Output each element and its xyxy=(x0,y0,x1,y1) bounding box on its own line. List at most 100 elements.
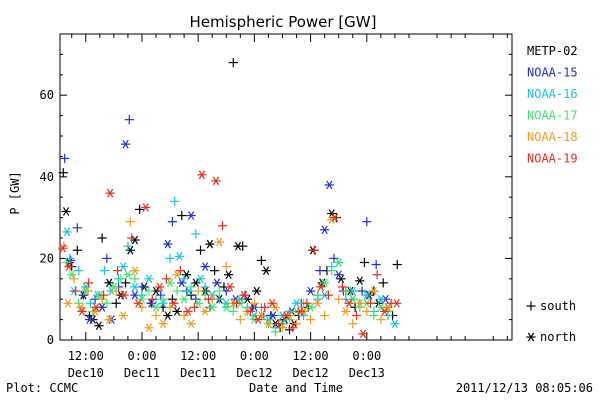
data-point-noaa-17 xyxy=(61,257,71,268)
data-point-noaa-19 xyxy=(225,282,235,292)
data-point-noaa-19 xyxy=(365,298,376,308)
y-axis-label: P [GW] xyxy=(8,171,22,214)
data-point-noaa-19 xyxy=(189,302,200,312)
timestamp: 2011/12/13 08:05:06 xyxy=(456,381,593,395)
data-point-noaa-18 xyxy=(151,310,161,321)
data-point-noaa-19 xyxy=(372,270,382,280)
data-point-metp-02 xyxy=(191,278,201,288)
data-point-metp-02 xyxy=(392,259,402,270)
data-point-metp-02 xyxy=(284,325,295,335)
data-point-noaa-18 xyxy=(221,261,231,272)
data-point-noaa-17 xyxy=(214,286,224,296)
x-tick-date: Dec10 xyxy=(68,366,104,380)
data-point-noaa-19 xyxy=(231,298,242,308)
data-point-noaa-15 xyxy=(124,115,134,125)
data-point-noaa-18 xyxy=(305,315,316,325)
data-point-metp-02 xyxy=(209,266,220,276)
data-points xyxy=(58,57,402,339)
data-point-noaa-17 xyxy=(305,303,316,312)
data-point-noaa-19 xyxy=(161,274,171,284)
data-point-noaa-17 xyxy=(207,303,217,312)
data-point-noaa-15 xyxy=(329,253,339,263)
data-point-noaa-19 xyxy=(147,294,157,304)
data-point-metp-02 xyxy=(111,298,121,308)
data-point-noaa-19 xyxy=(203,294,214,304)
x-tick-time: 0:00 xyxy=(128,349,157,363)
data-point-noaa-17 xyxy=(137,294,147,304)
data-point-noaa-15 xyxy=(362,217,372,227)
legend-marker-north xyxy=(526,332,536,342)
data-point-noaa-16 xyxy=(85,298,96,308)
data-point-noaa-16 xyxy=(165,253,175,263)
data-point-noaa-16 xyxy=(195,274,206,284)
data-point-noaa-18 xyxy=(186,319,196,329)
data-point-noaa-19 xyxy=(267,298,277,308)
data-point-noaa-18 xyxy=(83,286,93,296)
data-point-noaa-19 xyxy=(309,245,319,255)
data-point-noaa-15 xyxy=(163,239,173,249)
data-point-noaa-16 xyxy=(65,253,75,263)
legend-marker-label-north: north xyxy=(540,330,576,344)
data-point-noaa-18 xyxy=(69,274,79,284)
data-point-noaa-18 xyxy=(179,310,189,321)
data-point-noaa-19 xyxy=(98,290,109,300)
data-point-noaa-19 xyxy=(344,298,354,308)
data-point-noaa-17 xyxy=(123,270,133,280)
data-point-noaa-17 xyxy=(221,303,231,312)
data-point-noaa-16 xyxy=(144,274,154,284)
data-point-metp-02 xyxy=(256,255,267,266)
legend-noaa-18: NOAA-18 xyxy=(527,130,578,144)
legend-marker-south xyxy=(526,301,536,311)
data-point-metp-02 xyxy=(58,168,68,178)
data-point-noaa-18 xyxy=(193,286,203,296)
data-point-noaa-19 xyxy=(127,233,137,243)
data-point-metp-02 xyxy=(195,245,206,255)
data-point-noaa-19 xyxy=(183,307,193,316)
x-tick-time: 12:00 xyxy=(180,349,216,363)
data-point-metp-02 xyxy=(205,239,215,249)
data-point-noaa-17 xyxy=(228,306,238,317)
legend-noaa-17: NOAA-17 xyxy=(527,109,578,123)
data-point-noaa-19 xyxy=(119,290,129,300)
data-point-noaa-18 xyxy=(341,307,351,316)
data-point-metp-02 xyxy=(135,204,145,215)
data-point-noaa-17 xyxy=(130,274,140,284)
data-point-noaa-18 xyxy=(118,311,128,320)
data-point-noaa-17 xyxy=(284,315,295,325)
data-point-noaa-18 xyxy=(214,237,224,247)
data-point-metp-02 xyxy=(355,276,365,286)
data-point-noaa-17 xyxy=(151,303,161,312)
data-point-noaa-19 xyxy=(155,282,165,292)
data-point-noaa-16 xyxy=(137,290,147,300)
data-point-metp-02 xyxy=(224,270,234,280)
data-point-noaa-19 xyxy=(197,170,207,180)
data-point-noaa-15 xyxy=(371,259,381,270)
data-point-noaa-18 xyxy=(334,294,344,304)
data-point-metp-02 xyxy=(61,207,71,216)
data-point-noaa-18 xyxy=(249,298,259,308)
data-point-noaa-16 xyxy=(62,227,72,237)
data-point-noaa-18 xyxy=(313,298,323,308)
data-point-noaa-18 xyxy=(369,286,379,296)
data-point-noaa-18 xyxy=(165,302,175,312)
data-point-noaa-19 xyxy=(83,278,94,288)
data-point-noaa-15 xyxy=(200,262,210,271)
data-point-noaa-19 xyxy=(379,307,390,316)
data-point-noaa-19 xyxy=(323,290,333,300)
y-tick-label: 20 xyxy=(40,251,54,265)
data-point-noaa-19 xyxy=(77,307,87,316)
data-point-noaa-19 xyxy=(281,311,291,320)
data-point-noaa-17 xyxy=(334,258,344,267)
data-point-noaa-19 xyxy=(91,303,101,312)
x-tick-time: 0:00 xyxy=(352,349,381,363)
y-tick-label: 40 xyxy=(40,170,54,184)
data-point-noaa-15 xyxy=(212,278,222,288)
data-point-noaa-17 xyxy=(158,294,168,304)
data-point-noaa-19 xyxy=(288,323,298,333)
data-point-noaa-16 xyxy=(74,266,84,276)
data-point-noaa-16 xyxy=(174,252,185,261)
data-point-metp-02 xyxy=(84,310,95,321)
data-point-noaa-17 xyxy=(313,290,323,300)
data-point-noaa-19 xyxy=(246,306,256,317)
x-tick-time: 0:00 xyxy=(240,349,269,363)
